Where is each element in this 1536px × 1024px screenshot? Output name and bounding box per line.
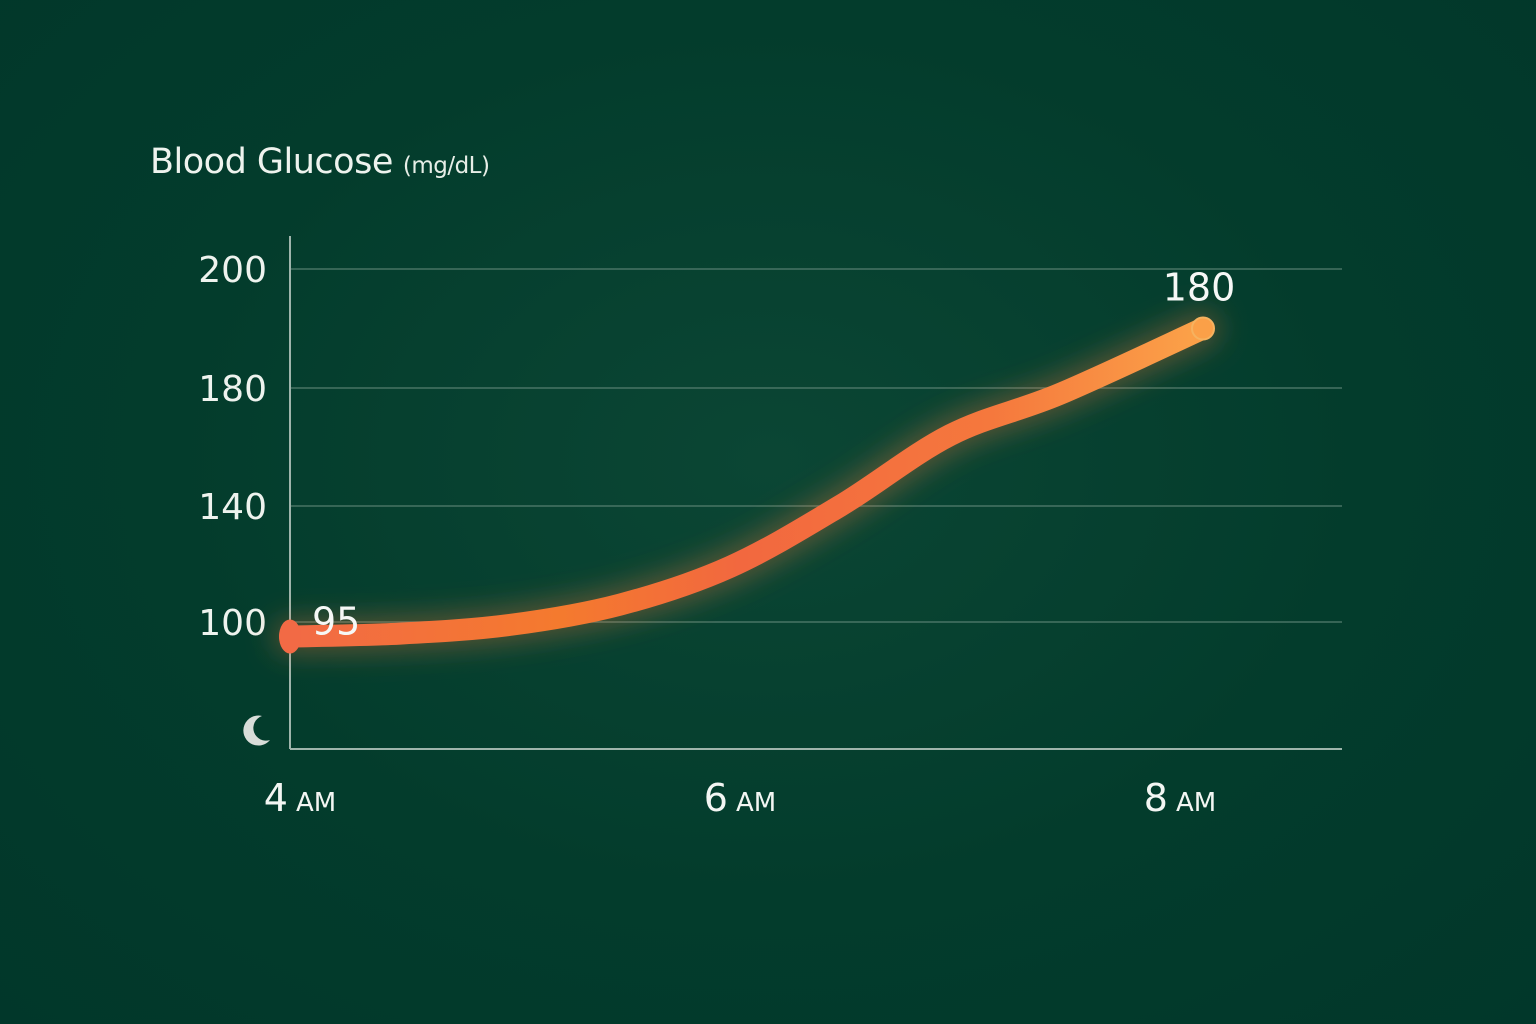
y-tick-label: 180 <box>198 369 267 410</box>
icons <box>243 715 270 746</box>
x-tick-label: 6 AM <box>704 776 776 820</box>
x-tick-label: 8 AM <box>1144 776 1216 820</box>
chart-title-unit: (mg/dL) <box>402 153 490 179</box>
series-blood-glucose <box>273 311 1220 654</box>
y-axis-ticks: 200 180 140 100 <box>198 250 267 644</box>
data-points: 95 180 <box>279 266 1235 654</box>
axes <box>289 236 1342 750</box>
chart-title-text: Blood Glucose <box>150 142 393 182</box>
y-tick-label: 200 <box>198 250 267 291</box>
data-label-start: 95 <box>312 600 360 644</box>
x-axis-ticks: 4 AM 6 AM 8 AM <box>264 776 1216 820</box>
data-label-end: 180 <box>1163 266 1236 310</box>
data-point-end <box>1191 316 1215 341</box>
data-point-start <box>279 619 301 654</box>
chart-title: Blood Glucose (mg/dL) <box>150 142 490 182</box>
series-line-glow <box>273 311 1220 654</box>
moon-icon <box>243 715 270 746</box>
y-tick-label: 140 <box>198 487 267 528</box>
x-tick-label: 4 AM <box>264 776 336 820</box>
y-tick-label: 100 <box>198 603 267 644</box>
series-line <box>279 317 1214 648</box>
